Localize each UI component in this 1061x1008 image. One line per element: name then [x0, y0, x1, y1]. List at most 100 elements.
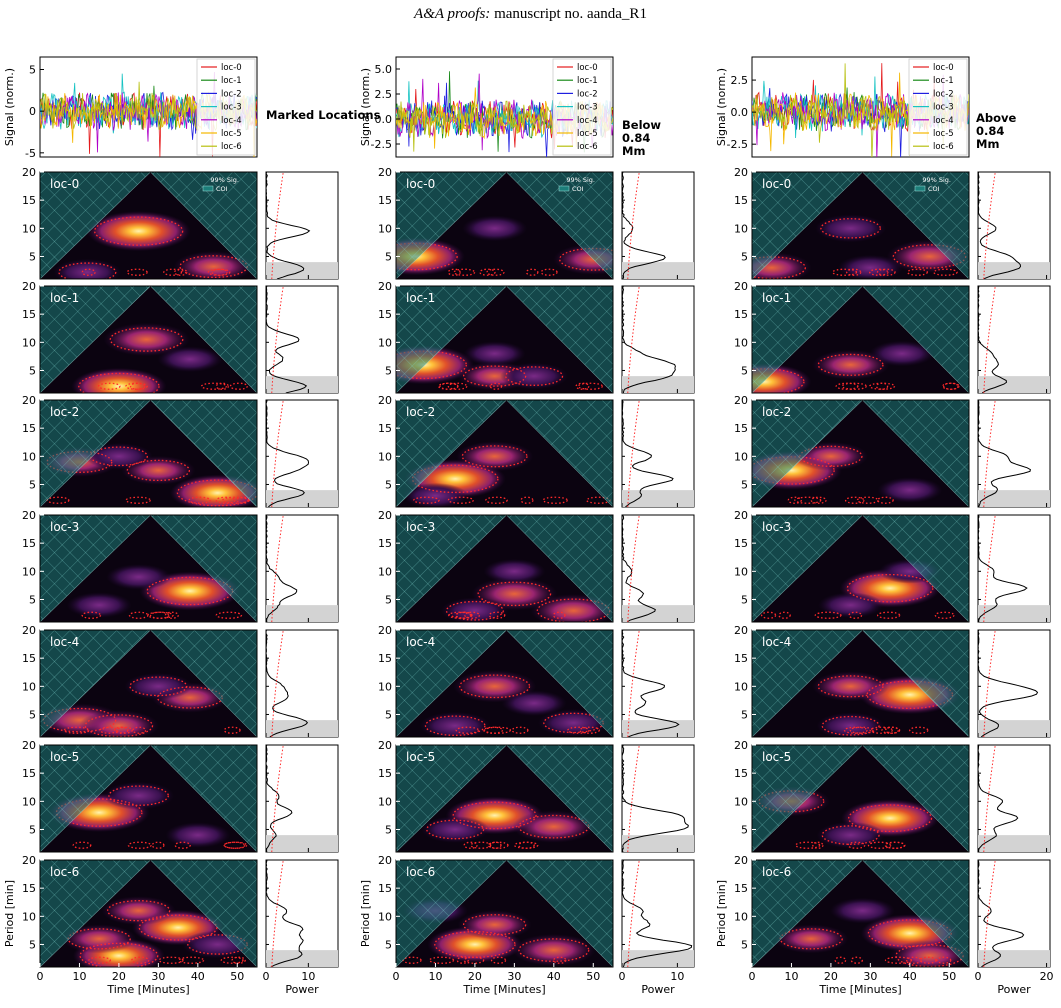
- coi-hatch: [752, 745, 969, 852]
- period-ytick-label: 5: [29, 938, 36, 951]
- significance-contour-small: [787, 496, 802, 504]
- period-ytick-label: 15: [734, 767, 748, 780]
- significance-contour-small: [810, 496, 827, 504]
- wavelet-frame: [39, 171, 258, 280]
- global-power-curve: [265, 399, 310, 508]
- significance-contour-small: [856, 496, 879, 504]
- power-band: [978, 720, 1050, 737]
- period-ytick-label: 10: [22, 222, 36, 235]
- wavelet-panel: [396, 400, 613, 507]
- period-ytick-label: 15: [22, 537, 36, 550]
- wavelet-loc-label: loc-3: [406, 520, 435, 534]
- significance-contour-small: [463, 956, 485, 964]
- coi-hatch: [752, 286, 969, 393]
- power-frame: [977, 285, 1051, 394]
- coi-edge: [40, 745, 257, 852]
- global-power-curve: [265, 629, 309, 738]
- signal-ylabel: Signal (norm.): [715, 68, 728, 146]
- power-blob: [53, 258, 122, 279]
- row-loc-2: loc-2 5 10 15 20: [378, 394, 695, 508]
- coi-hatch: [752, 515, 969, 622]
- significance-contour: [55, 798, 143, 827]
- period-ytick-label: 20: [378, 854, 392, 867]
- period-ytick-label: 5: [741, 250, 748, 263]
- significance-contour: [58, 262, 117, 279]
- wavelet-loc-label: loc-0: [50, 177, 79, 191]
- global-power-curve: [977, 859, 1025, 968]
- wavelet-frame: [39, 399, 258, 508]
- time-xtick-label: 40: [191, 970, 205, 983]
- power-xlabel: Power: [641, 983, 675, 996]
- significance-contour: [846, 573, 934, 603]
- time-xtick-label: 30: [151, 970, 165, 983]
- power-xtick-label: 20: [1040, 970, 1054, 983]
- legend-sig-label: 99% Sig.: [210, 176, 239, 184]
- wavelet-loc-label: loc-1: [762, 291, 791, 305]
- period-ytick-label: 10: [22, 680, 36, 693]
- period-ytick-label: 15: [734, 308, 748, 321]
- significance-contour-small: [129, 382, 146, 390]
- wavelet-panel: [40, 515, 257, 622]
- wavelet-panel: [752, 400, 969, 507]
- power-frame: [265, 514, 339, 623]
- significance-contour-small: [520, 496, 534, 504]
- power-significance-line: [627, 629, 640, 738]
- period-ytick-label: 15: [378, 652, 392, 665]
- significance-contour-small: [942, 382, 960, 390]
- time-xtick-label: 0: [393, 970, 400, 983]
- significance-contour-small: [936, 956, 952, 964]
- global-power-curve: [265, 744, 293, 853]
- row-loc-2: loc-2 5 10 15 20: [734, 394, 1051, 508]
- significance-contour-small: [849, 726, 874, 734]
- global-power-curve: [977, 514, 1028, 623]
- period-ytick-label: 15: [734, 652, 748, 665]
- global-power-curve: [265, 285, 308, 394]
- significance-contour-small: [215, 382, 230, 390]
- power-frame: [265, 171, 339, 280]
- wavelet-loc-label: loc-6: [50, 865, 79, 879]
- significance-contour-small: [413, 496, 440, 504]
- time-xtick-label: 40: [903, 970, 917, 983]
- significance-contour-small: [215, 611, 243, 619]
- period-ytick-label: 5: [741, 708, 748, 721]
- coi-edge: [752, 860, 969, 967]
- period-ytick-label: 10: [734, 565, 748, 578]
- coi-hatch: [752, 630, 969, 737]
- power-significance-line: [627, 859, 640, 968]
- significance-contour: [79, 942, 159, 967]
- period-ytick-label: 15: [22, 194, 36, 207]
- period-ylabel: Period [min]: [715, 880, 728, 947]
- significance-contour-small: [149, 611, 170, 619]
- period-ytick-label: 15: [22, 767, 36, 780]
- significance-contour: [126, 459, 191, 482]
- time-xtick-label: 20: [112, 970, 126, 983]
- period-ytick-label: 15: [734, 194, 748, 207]
- significance-contour-small: [488, 841, 502, 849]
- significance-contour-small: [456, 956, 469, 964]
- period-ytick-label: 20: [734, 166, 748, 179]
- period-ytick-label: 10: [22, 336, 36, 349]
- power-band: [978, 835, 1050, 852]
- legend-coi-label: COI: [928, 185, 940, 193]
- significance-contour-small: [126, 268, 148, 276]
- significance-contour-small: [760, 611, 777, 619]
- row-loc-4: loc-4 5 10 15 20: [22, 624, 339, 738]
- wavelet-panel: [40, 400, 257, 507]
- coi-hatch: [40, 400, 257, 507]
- wavelet-panel: [752, 172, 969, 279]
- row-loc-3: loc-3 5 10 15 20: [734, 509, 1051, 623]
- wavelet-frame: [751, 171, 970, 280]
- period-ytick-label: 20: [22, 509, 36, 522]
- power-band: [266, 835, 338, 852]
- power-panel: [977, 514, 1051, 623]
- significance-contour-small: [884, 726, 899, 734]
- significance-contour: [411, 464, 499, 494]
- legend-label-loc-6: loc-6: [577, 142, 598, 152]
- page-header: A&A proofs: manuscript no. aanda_R1: [0, 6, 1061, 23]
- signal-ytick-label: 0.0: [375, 113, 393, 126]
- power-panel: [265, 399, 339, 508]
- legend-label-loc-3: loc-3: [221, 103, 242, 113]
- legend-label-loc-6: loc-6: [221, 142, 242, 152]
- row-loc-6: loc-6 5 10 15 20 Period [min]: [359, 854, 695, 968]
